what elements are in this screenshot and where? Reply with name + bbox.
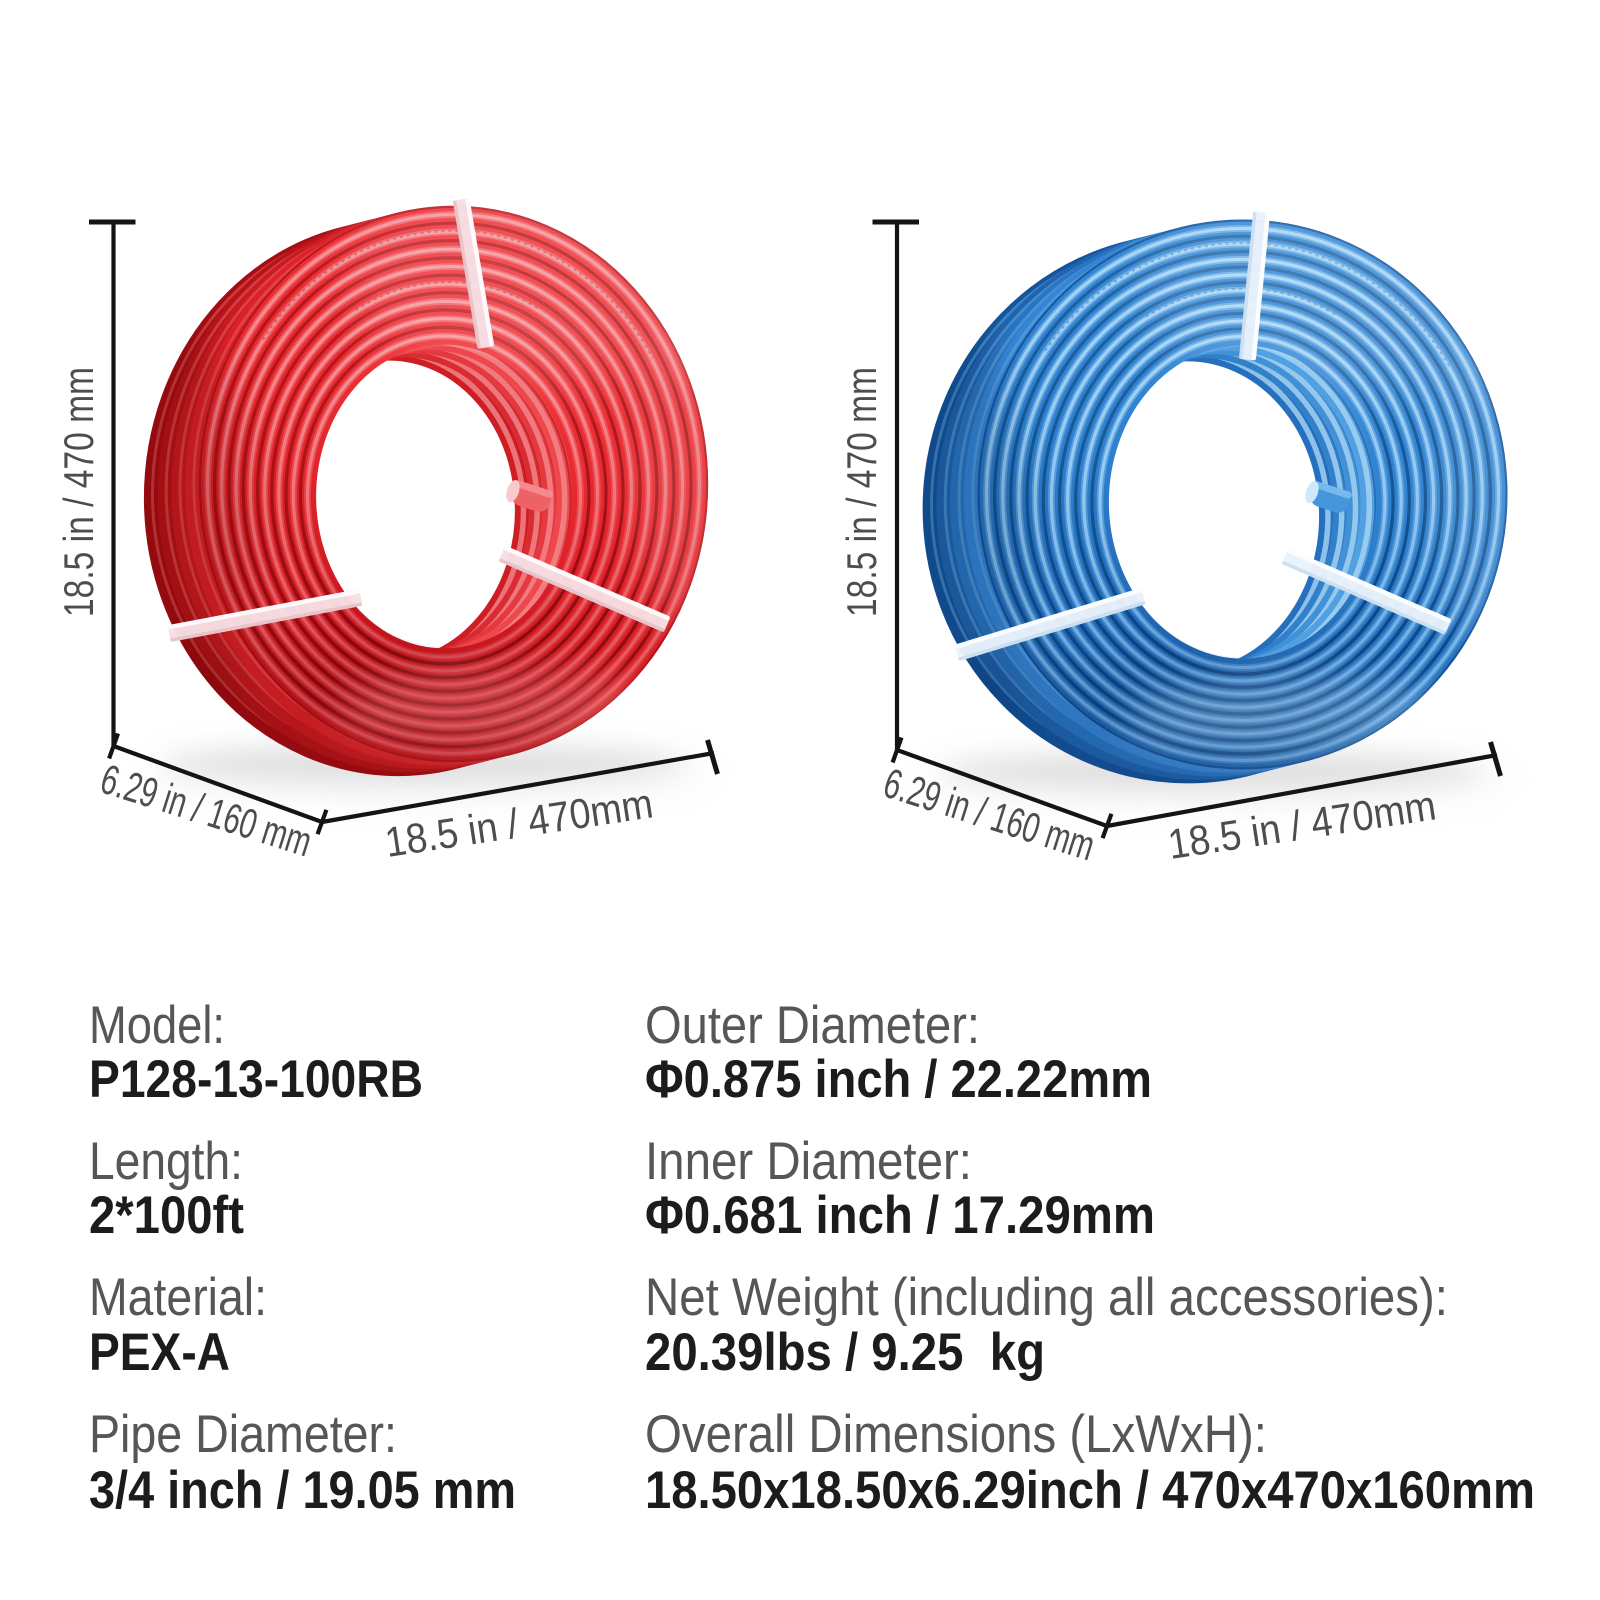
svg-text:20.39lbs / 9.25 kg: 20.39lbs / 9.25 kg: [645, 1323, 1045, 1382]
svg-text:PEX-A: PEX-A: [89, 1323, 230, 1382]
svg-text:Length:: Length:: [89, 1132, 243, 1191]
svg-text:2*100ft: 2*100ft: [89, 1186, 244, 1245]
svg-text:Model:: Model:: [89, 996, 225, 1055]
svg-text:Overall Dimensions (LxWxH):: Overall Dimensions (LxWxH):: [645, 1405, 1267, 1464]
svg-text:Net Weight (including all acce: Net Weight (including all accessories):: [645, 1268, 1448, 1327]
svg-text:18.50x18.50x6.29inch / 470x470: 18.50x18.50x6.29inch / 470x470x160mm: [645, 1461, 1535, 1520]
svg-text:18.5 in / 470 mm: 18.5 in / 470 mm: [838, 367, 885, 617]
svg-text:Outer Diameter:: Outer Diameter:: [645, 996, 980, 1055]
svg-text:18.5 in / 470 mm: 18.5 in / 470 mm: [55, 367, 102, 617]
svg-text:P128-13-100RB: P128-13-100RB: [89, 1050, 423, 1109]
svg-text:Pipe Diameter:: Pipe Diameter:: [89, 1405, 397, 1464]
svg-text:Inner Diameter:: Inner Diameter:: [645, 1132, 972, 1191]
svg-text:Φ0.681 inch / 17.29mm: Φ0.681 inch / 17.29mm: [645, 1186, 1155, 1245]
svg-text:Material:: Material:: [89, 1268, 267, 1327]
svg-text:Φ0.875 inch / 22.22mm: Φ0.875 inch / 22.22mm: [645, 1050, 1152, 1109]
svg-text:3/4 inch / 19.05 mm: 3/4 inch / 19.05 mm: [89, 1461, 516, 1520]
